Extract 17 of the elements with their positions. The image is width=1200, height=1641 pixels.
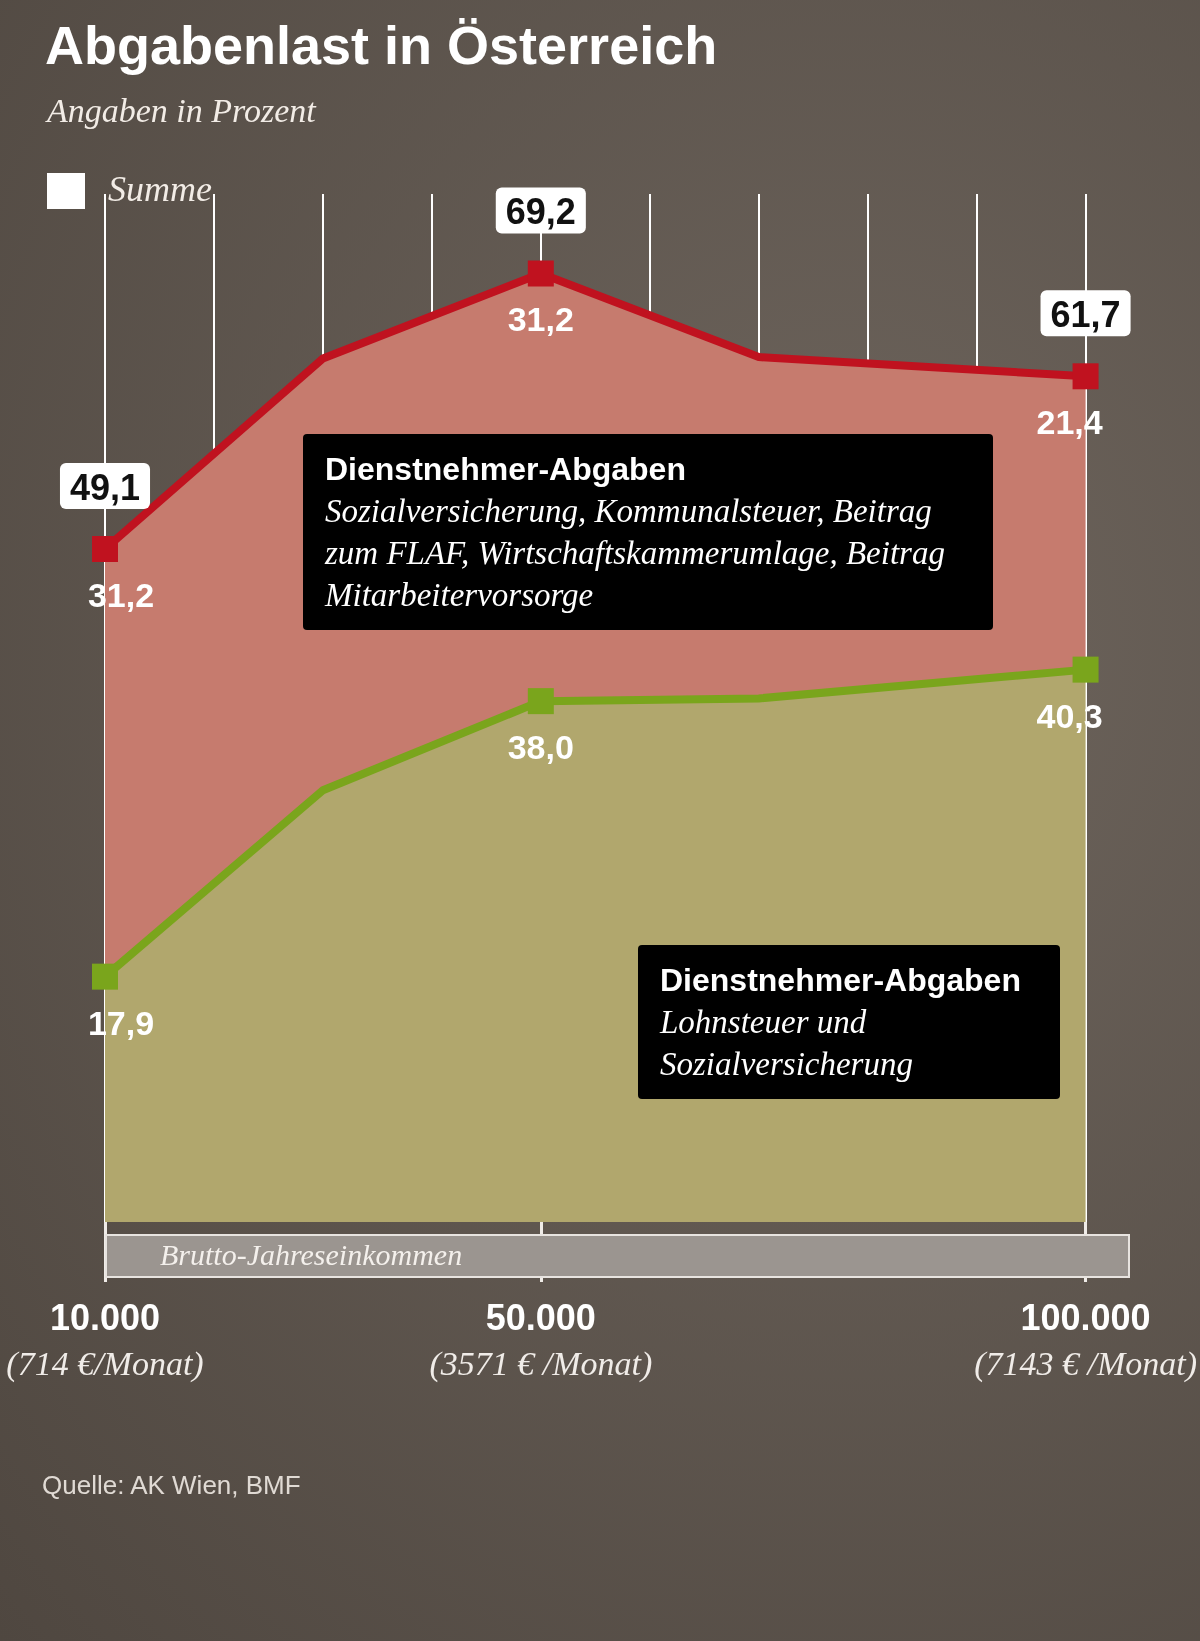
annotation: Sozialversicherung, Kommunalsteuer, Beitrag zum FLAF, Wirtschaftskammerumlage, Beitrag Mitarbeitervorsorge bbox=[325, 492, 946, 615]
chart-subtitle: Angaben in Prozent bbox=[47, 92, 316, 130]
source-note: Quelle: AK Wien, BMF bbox=[42, 1470, 301, 1501]
total-label: 49,1 bbox=[69, 466, 141, 508]
data-label: 38,0 bbox=[507, 728, 574, 767]
series-label: Dienstnehmer-Abgaben bbox=[660, 961, 1022, 1000]
data-label: 31,2 bbox=[507, 300, 574, 339]
chart-title: Abgabenlast in Österreich bbox=[45, 14, 718, 76]
series-label: Dienstnehmer-Abgaben bbox=[325, 450, 687, 489]
x-axis-title: Brutto-Jahreseinkommen bbox=[160, 1238, 463, 1272]
x-tick-label: 10.000 (714 €/Monat) bbox=[6, 1296, 204, 1383]
x-tick-label: 100.000 (7143 € /Monat) bbox=[974, 1296, 1197, 1383]
total-label: 69,2 bbox=[505, 191, 576, 232]
annotation: Lohnsteuer und Sozialversicherung bbox=[660, 1003, 914, 1084]
total-label: 61,7 bbox=[1050, 293, 1121, 335]
legend-title: Summe bbox=[108, 168, 212, 210]
x-tick-label: 50.000 (3571 € /Monat) bbox=[429, 1296, 653, 1383]
